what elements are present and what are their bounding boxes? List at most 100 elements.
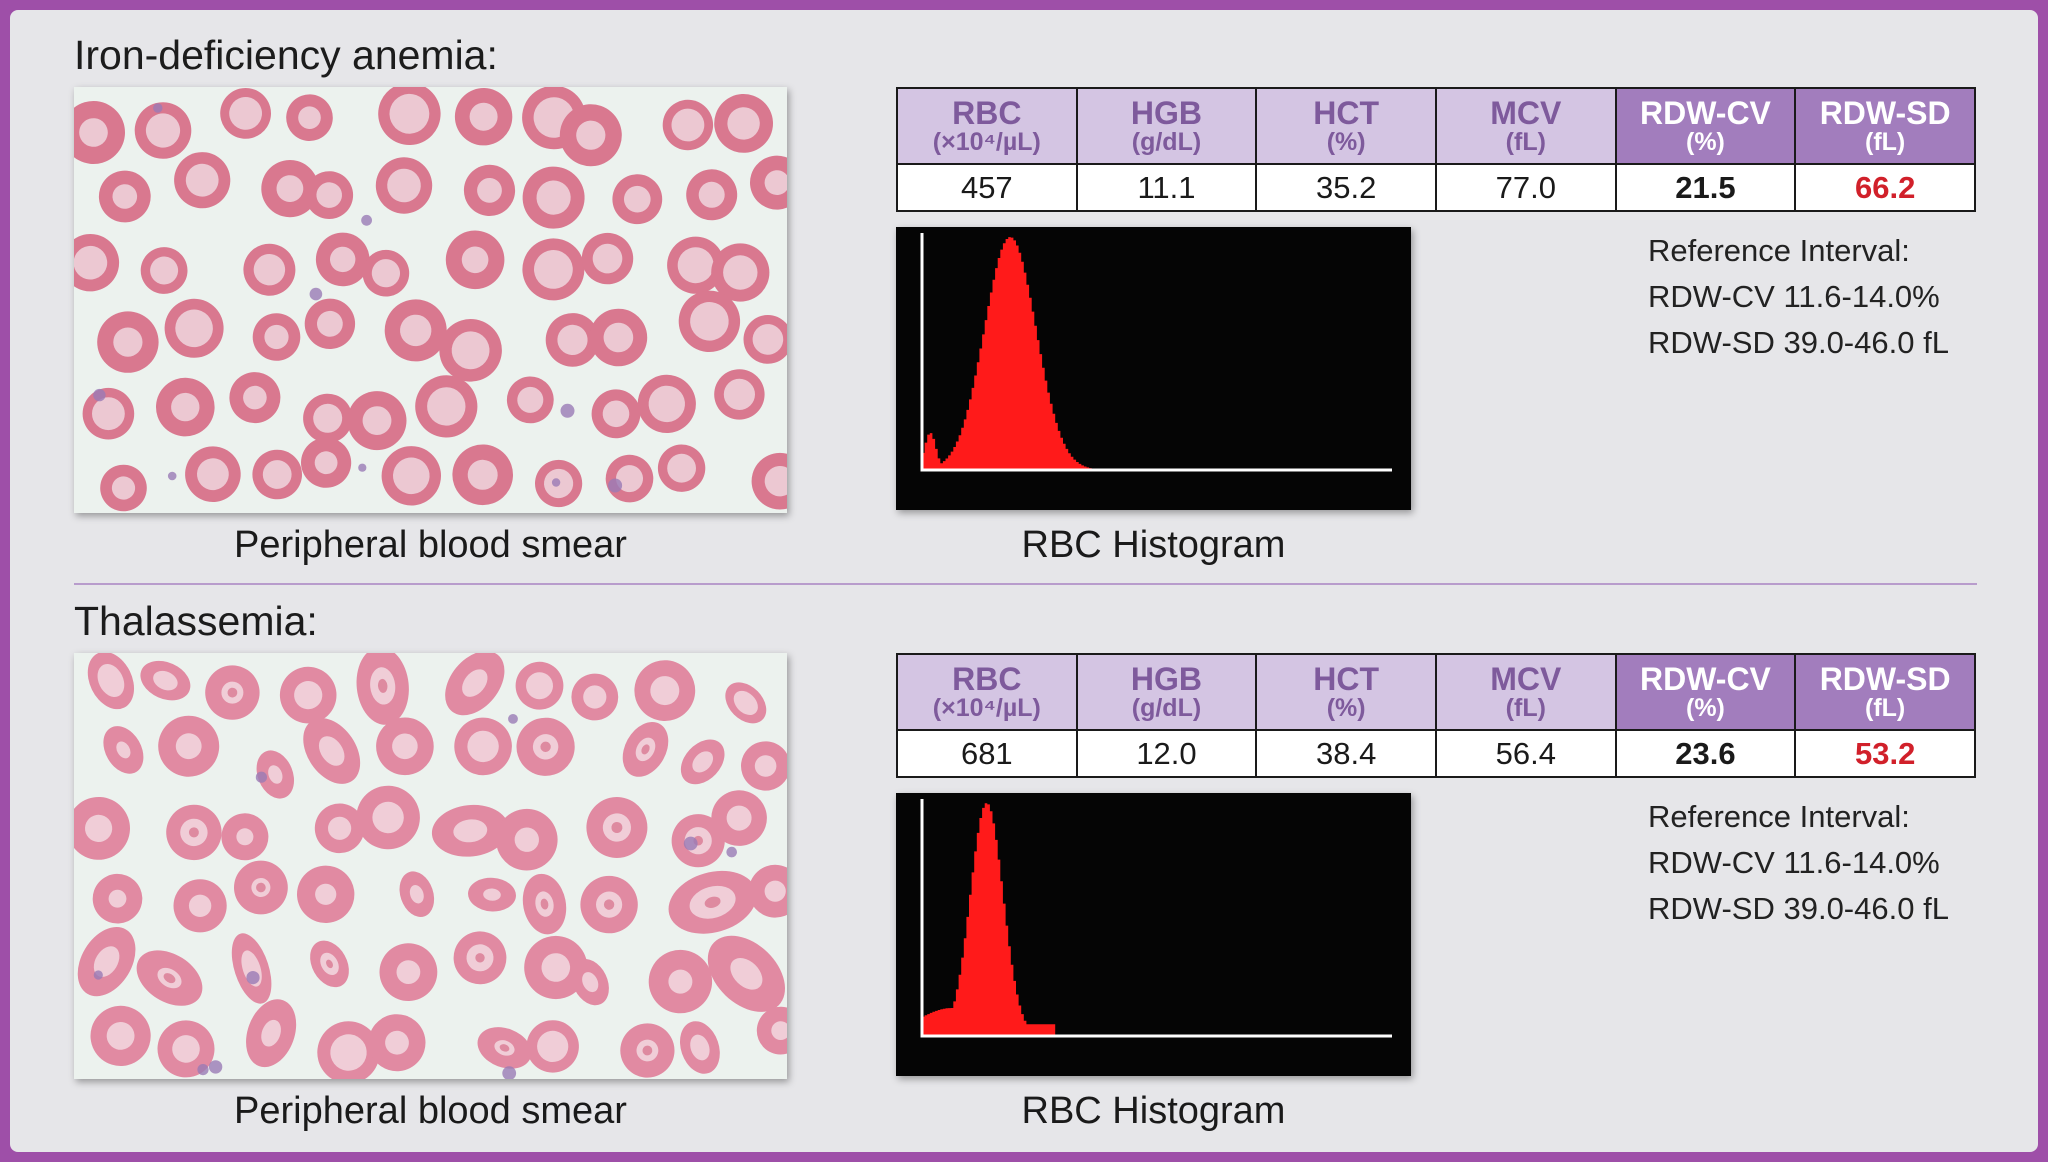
red-blood-cell	[103, 726, 144, 774]
red-blood-cell	[571, 673, 619, 721]
rbc-histogram	[896, 793, 1411, 1076]
histogram-axes	[920, 799, 1392, 1038]
value-rdw-sd: 66.2	[1794, 163, 1976, 212]
value-rdw-cv: 23.6	[1614, 729, 1797, 778]
red-blood-cell	[362, 249, 410, 297]
red-blood-cell	[559, 104, 622, 167]
cbc-value-row: 457 11.1 35.2 77.0 21.5 66.2	[896, 163, 1976, 212]
header-rdw-cv: RDW-CV (%)	[1614, 87, 1797, 165]
header-hct: HCT (%)	[1255, 653, 1437, 731]
red-blood-cell	[317, 1021, 380, 1079]
red-blood-cell	[662, 99, 714, 151]
red-blood-cell	[252, 313, 301, 361]
red-blood-cell	[220, 88, 272, 139]
red-blood-cell	[707, 935, 785, 1012]
red-blood-cell	[376, 717, 434, 776]
red-blood-cell	[657, 444, 706, 492]
red-blood-cell	[743, 314, 787, 364]
section-thalassemia: Thalassemia: Peripheral blood smear RBC(…	[10, 576, 2038, 1136]
red-blood-cell	[524, 935, 588, 1000]
red-blood-cell	[545, 313, 600, 367]
red-blood-cell	[92, 873, 143, 924]
red-blood-cell	[751, 452, 787, 510]
red-blood-cell	[612, 174, 663, 225]
red-blood-cell	[522, 873, 567, 935]
red-blood-cell	[445, 653, 505, 716]
red-blood-cell	[379, 943, 438, 1002]
red-blood-cell	[246, 999, 297, 1068]
red-blood-cell	[310, 940, 349, 988]
red-blood-cell	[581, 232, 634, 285]
reference-heading: Reference Interval:	[1648, 233, 1910, 268]
red-blood-cell	[622, 722, 669, 777]
header-hgb: HGB (g/dL)	[1075, 653, 1258, 731]
reference-rdw-sd: RDW-SD 39.0-46.0 fL	[1648, 891, 1949, 926]
red-blood-cell	[648, 949, 713, 1014]
red-blood-cell	[714, 94, 773, 153]
red-blood-cell	[174, 152, 231, 209]
platelet	[309, 287, 323, 301]
histogram-caption: RBC Histogram	[1021, 524, 1286, 566]
red-blood-cell	[233, 860, 288, 915]
reference-rdw-cv: RDW-CV 11.6-14.0%	[1648, 845, 1940, 880]
red-blood-cell	[205, 665, 260, 720]
red-blood-cell	[100, 464, 147, 512]
value-hgb: 12.0	[1075, 729, 1258, 778]
header-rdw-sd: RDW-SD (fL)	[1794, 87, 1976, 165]
red-blood-cell	[668, 870, 757, 934]
red-blood-cell	[711, 790, 767, 846]
red-blood-cell	[711, 243, 770, 302]
red-blood-cell	[90, 1005, 151, 1066]
platelet	[197, 1064, 209, 1076]
platelet	[153, 103, 163, 113]
header-rbc: RBC (×10⁴/µL)	[896, 87, 1078, 165]
red-blood-cell	[256, 750, 295, 799]
red-blood-cell	[439, 318, 502, 382]
red-blood-cell	[166, 804, 222, 861]
red-blood-cell	[431, 804, 509, 857]
red-blood-cell	[445, 230, 505, 290]
red-blood-cell	[620, 1023, 675, 1078]
red-blood-cell	[356, 653, 409, 725]
cbc-header-row: RBC (×10⁴/µL) HGB (g/dL) HCT (%) MCV (fL) RD…	[896, 653, 1976, 731]
red-blood-cell	[740, 741, 787, 791]
red-blood-cell	[571, 958, 609, 1006]
red-blood-cell	[506, 376, 554, 424]
reference-heading: Reference Interval:	[1648, 799, 1910, 834]
smear-cells	[74, 653, 787, 1079]
red-blood-cell	[87, 653, 135, 710]
section-divider	[74, 583, 1977, 585]
red-blood-cell	[522, 238, 585, 301]
red-blood-cell	[714, 369, 765, 420]
red-blood-cell	[158, 715, 220, 777]
red-blood-cell	[522, 166, 585, 229]
red-blood-cell	[74, 101, 125, 164]
histogram-caption: RBC Histogram	[1021, 1090, 1286, 1132]
red-blood-cell	[74, 796, 130, 860]
rbc-histogram	[896, 227, 1411, 510]
red-blood-cell	[477, 1027, 532, 1069]
red-blood-cell	[164, 298, 224, 358]
value-mcv: 56.4	[1434, 729, 1617, 778]
red-blood-cell	[678, 290, 741, 353]
red-blood-cell	[98, 170, 151, 223]
red-blood-cell	[680, 739, 725, 785]
platelet	[246, 971, 260, 985]
section-title: Iron-deficiency anemia:	[74, 32, 498, 78]
platelet	[93, 970, 103, 980]
red-blood-cell	[221, 813, 269, 861]
header-rbc: RBC (×10⁴/µL)	[896, 653, 1078, 731]
header-mcv: MCV (fL)	[1434, 87, 1617, 165]
red-blood-cell	[303, 718, 361, 784]
red-blood-cell	[82, 387, 135, 440]
red-blood-cell	[347, 391, 407, 451]
histogram-axes	[920, 233, 1392, 472]
reference-interval: Reference Interval: RDW-CV 11.6-14.0% RD…	[1648, 794, 1949, 932]
platelet	[93, 388, 106, 402]
cbc-value-row: 681 12.0 38.4 56.4 23.6 53.2	[896, 729, 1976, 778]
red-blood-cell	[591, 389, 641, 439]
histogram-distribution	[922, 803, 1392, 1036]
platelet	[508, 714, 518, 724]
red-blood-cell	[140, 660, 191, 701]
red-blood-cell	[74, 233, 120, 292]
